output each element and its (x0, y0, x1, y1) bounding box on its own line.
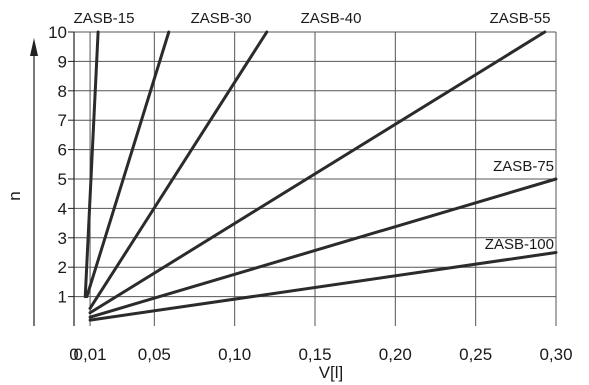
series-line-zasb-75 (88, 177, 558, 319)
series-labels: ZASB-15 ZASB-30 ZASB-40 ZASB-55 ZASB-75 ZASB-… (74, 10, 554, 253)
y-tick-label: 7 (58, 111, 67, 130)
series-line-zasb-40 (88, 30, 269, 310)
y-arrow-head (30, 38, 38, 56)
series-label-zasb-30: ZASB-30 (191, 10, 252, 27)
y-tick-label: 4 (58, 199, 67, 218)
x-tick-label: 0,15 (298, 345, 331, 364)
y-tick-label: 1 (58, 288, 67, 307)
series-lines (83, 30, 558, 322)
x-tick-label: 0,30 (539, 345, 572, 364)
x-tick-label: 0,01 (74, 345, 107, 364)
y-axis-label: n (5, 191, 24, 200)
series-label-zasb-75: ZASB-75 (493, 158, 554, 175)
series-line-zasb-55 (88, 30, 547, 315)
series-label-zasb-15: ZASB-15 (74, 10, 135, 27)
x-tick-label: 0,20 (379, 345, 412, 364)
x-tick-label: 0,10 (218, 345, 251, 364)
axes (30, 31, 75, 326)
series-line-zasb-15 (83, 30, 100, 299)
series-label-zasb-55: ZASB-55 (490, 10, 551, 27)
x-tick-label: 0,25 (459, 345, 492, 364)
x-axis-label: V[l] (319, 363, 344, 382)
y-tick-label: 8 (58, 82, 67, 101)
series-label-zasb-100: ZASB-100 (485, 236, 554, 253)
x-tick-label: 0 (69, 345, 78, 364)
y-tick-label: 5 (58, 170, 67, 189)
grid (74, 31, 557, 326)
series-label-zasb-40: ZASB-40 (301, 10, 362, 27)
y-tick-label: 6 (58, 141, 67, 160)
series-line-zasb-100 (88, 251, 558, 322)
tick-labels: 00,01 0,05 0,10 0,15 0,20 0,25 0,30 1 2 3 4 5 6 7 8 9 10 (48, 23, 572, 364)
series-line-zasb-30 (85, 30, 171, 299)
x-tick-label: 0,05 (138, 345, 171, 364)
y-tick-label: 3 (58, 229, 67, 248)
y-tick-label: 9 (58, 52, 67, 71)
y-tick-label: 10 (48, 23, 67, 42)
y-tick-label: 2 (58, 258, 67, 277)
